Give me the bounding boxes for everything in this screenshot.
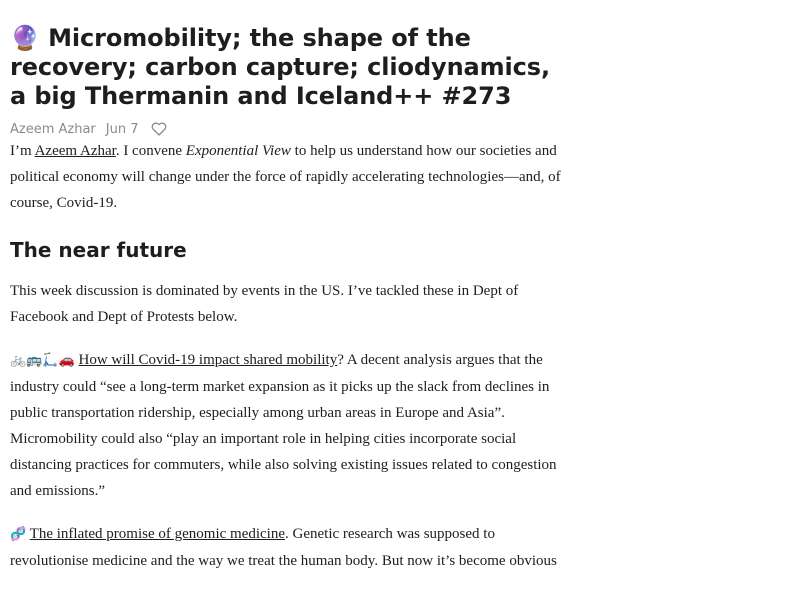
intro-suffix: to help us understand how our societies … [10,143,561,211]
post-body: I’m Azeem Azhar. I convene Exponential V… [10,138,566,574]
post-meta: Azeem Azhar Jun 7 [10,120,566,138]
paragraph-2-text: ? A decent analysis argues that the indu… [10,352,557,499]
intro-prefix: I’m [10,143,35,159]
section-heading: The near future [10,238,187,262]
section-paragraph-2: 🚲🚌🛴🚗 How will Covid-19 impact shared mob… [10,347,566,504]
author-link[interactable]: Azeem Azhar [34,143,116,159]
shared-mobility-link[interactable]: How will Covid-19 impact shared mobility [78,352,338,368]
transport-emoji-icons: 🚲🚌🛴🚗 [10,353,75,368]
author-name[interactable]: Azeem Azhar [10,121,96,137]
paragraph-3-text: . Genetic research was supposed to revol… [10,526,557,569]
dna-icon: 🧬 [10,527,27,542]
article: 🔮 Micromobility; the shape of the recove… [10,24,566,574]
intro-paragraph: I’m Azeem Azhar. I convene Exponential V… [10,138,566,216]
post-date: Jun 7 [105,121,139,137]
publication-name: Exponential View [185,143,291,159]
genomic-medicine-link[interactable]: The inflated promise of genomic medicine [29,526,286,542]
section-paragraph-1: This week discussion is dominated by eve… [10,283,519,325]
crystal-ball-icon: 🔮 [10,24,40,52]
post-title: 🔮 Micromobility; the shape of the recove… [10,24,566,111]
post-title-text: Micromobility; the shape of the recovery… [10,24,551,110]
heart-outline-icon[interactable] [151,122,167,136]
section-paragraph-3: 🧬 The inflated promise of genomic medici… [10,521,566,574]
intro-middle: . I convene [115,143,186,159]
